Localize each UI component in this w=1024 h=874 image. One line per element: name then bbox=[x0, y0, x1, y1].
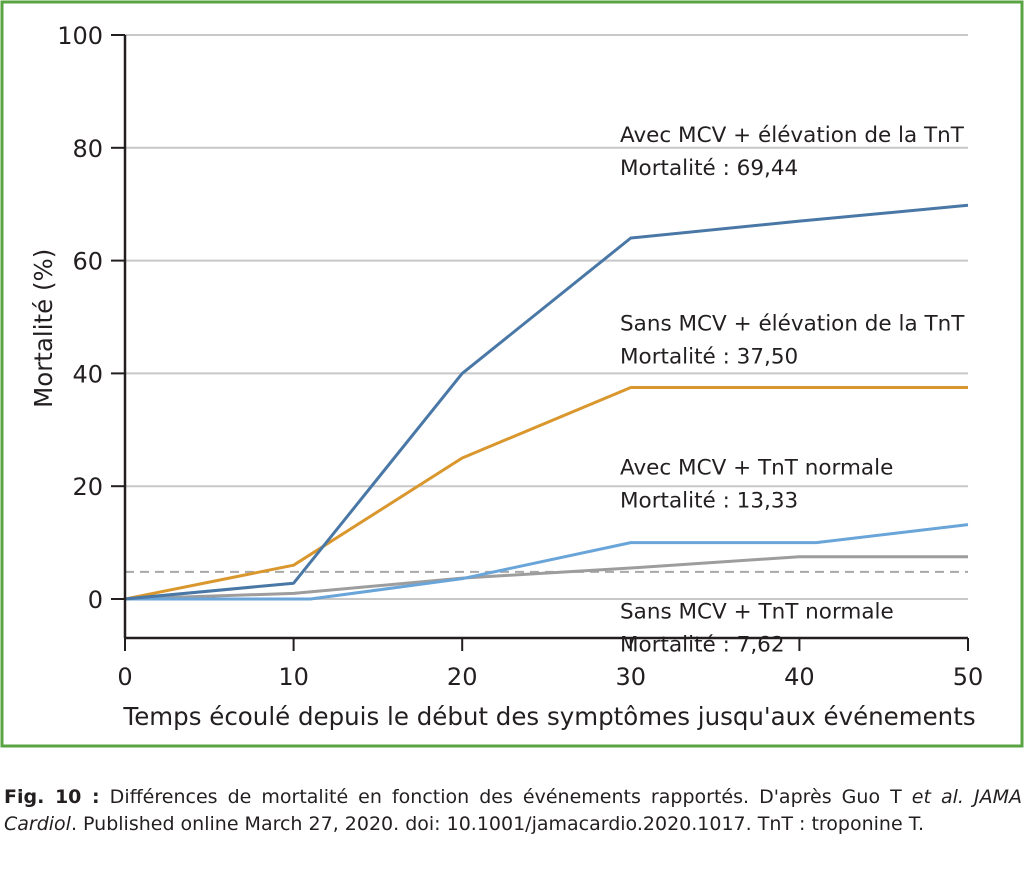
x-tick-label: 20 bbox=[447, 663, 478, 691]
label-layer: Avec MCV + élévation de la TnT Mortalité … bbox=[620, 123, 965, 658]
series-mortality-label: Mortalité : 13,33 bbox=[620, 489, 798, 514]
caption-text-1: Différences de mortalité en fonction des… bbox=[99, 786, 912, 808]
x-tick-label: 30 bbox=[616, 663, 647, 691]
series-name-label: Sans MCV + élévation de la TnT bbox=[620, 312, 965, 337]
axis-layer: 0 20 40 60 80 100 0 10 20 30 40 50 Temps écoulé depu… bbox=[29, 22, 983, 731]
x-tick-label: 10 bbox=[278, 663, 309, 691]
caption-text-2: . Published online March 27, 2020. doi: … bbox=[70, 813, 925, 835]
caption-et-al: et al. bbox=[911, 786, 964, 808]
series-line-4 bbox=[124, 555, 968, 601]
caption-journal: JAMA Cardiol bbox=[4, 786, 1023, 835]
y-tick-label: 0 bbox=[88, 586, 103, 614]
chart-border bbox=[0, 0, 1024, 748]
caption-fig-label: Fig. 10 : bbox=[4, 786, 100, 808]
series-name-label: Avec MCV + élévation de la TnT bbox=[620, 123, 965, 148]
x-tick-label: 50 bbox=[953, 663, 984, 691]
series-mortality-label: Mortalité : 7,62 bbox=[620, 632, 785, 657]
series-name-label: Avec MCV + TnT normale bbox=[620, 456, 893, 481]
chart-frame: 0 20 40 60 80 100 0 10 20 30 40 50 Temps écoulé depu… bbox=[0, 0, 1024, 748]
series-name-label: Sans MCV + TnT normale bbox=[620, 599, 894, 624]
series-line-1 bbox=[124, 203, 969, 601]
grid-layer bbox=[125, 34, 968, 600]
x-tick-label: 40 bbox=[784, 663, 815, 691]
x-tick-label: 0 bbox=[117, 663, 132, 691]
y-tick-label: 20 bbox=[72, 473, 103, 501]
y-tick-label: 100 bbox=[57, 22, 103, 50]
x-axis-title: Temps écoulé depuis le début des symptôm… bbox=[122, 702, 975, 731]
figure-caption: Fig. 10 : Différences de mortalité en fo… bbox=[4, 784, 1022, 838]
y-tick-label: 40 bbox=[72, 360, 103, 388]
series-line-3 bbox=[125, 523, 969, 601]
series-line-2 bbox=[124, 386, 968, 601]
y-axis-title: Mortalité (%) bbox=[29, 249, 58, 408]
y-tick-label: 80 bbox=[72, 135, 103, 163]
mortality-chart: 0 20 40 60 80 100 0 10 20 30 40 50 Temps écoulé depu… bbox=[0, 0, 1024, 748]
series-layer bbox=[124, 203, 969, 601]
y-tick-label: 60 bbox=[72, 248, 103, 276]
series-mortality-label: Mortalité : 69,44 bbox=[620, 156, 798, 181]
series-mortality-label: Mortalité : 37,50 bbox=[620, 345, 798, 370]
